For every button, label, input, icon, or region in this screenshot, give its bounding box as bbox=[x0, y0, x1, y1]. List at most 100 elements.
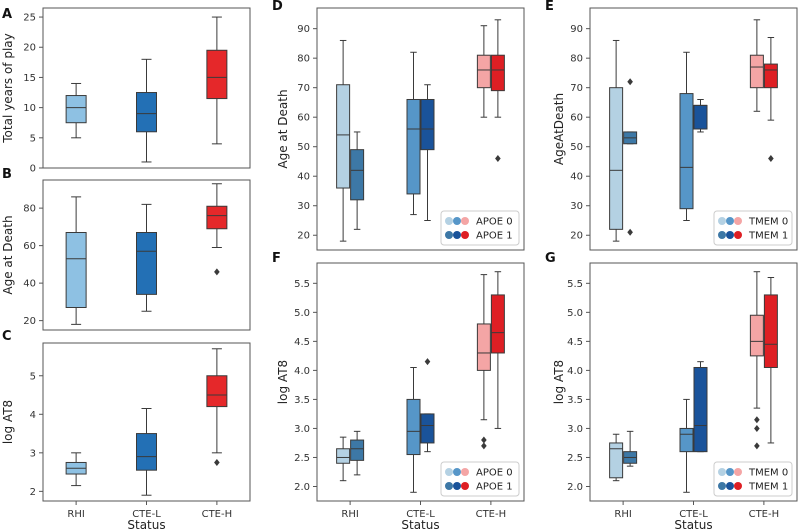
box-rhi-g0 bbox=[336, 436, 351, 482]
y-tick-label: 2.5 bbox=[294, 453, 310, 464]
x-tick-label: CTE-L bbox=[406, 509, 435, 520]
box-iqr bbox=[679, 427, 694, 453]
panel-a: A 0 5 10 15 20 25 Total years of play bbox=[1, 7, 251, 175]
panel-letter: F bbox=[272, 251, 281, 266]
panel-letter: E bbox=[545, 0, 554, 14]
box-cte-h bbox=[206, 183, 228, 276]
box-iqr bbox=[406, 398, 421, 456]
legend-swatch bbox=[445, 468, 453, 476]
box-cte-h-g1 bbox=[490, 19, 505, 163]
panel-c: C 2 3 4 5 log AT8 RHI CTE-L CTE-H Status bbox=[1, 329, 251, 530]
box-iqr bbox=[693, 366, 708, 453]
legend-entry: TMEM 1 bbox=[748, 231, 788, 242]
legend-swatch bbox=[453, 231, 461, 239]
outlier-point bbox=[214, 268, 220, 276]
x-axis-label: Status bbox=[401, 518, 439, 530]
panel-b: B 20 40 60 80 Age at Death bbox=[1, 167, 251, 331]
outlier-point bbox=[627, 78, 633, 86]
box-iqr bbox=[206, 375, 228, 408]
legend-swatch bbox=[445, 231, 453, 239]
y-tick-label: 50 bbox=[297, 142, 310, 153]
y-tick-label: 15 bbox=[23, 73, 36, 84]
panel-g: G 2.0 2.5 3.0 3.5 4.0 4.5 5.0 5.5 log AT8 RHI CTE-L… bbox=[545, 251, 798, 530]
y-tick-label: 80 bbox=[297, 54, 310, 65]
box-rhi-g0 bbox=[609, 433, 624, 482]
y-axis-label: Age at Death bbox=[1, 215, 15, 294]
legend-swatch bbox=[453, 482, 461, 490]
outlier-point bbox=[481, 436, 487, 444]
outlier-point bbox=[754, 442, 760, 450]
outlier-point bbox=[627, 228, 633, 236]
box-cte-l bbox=[136, 203, 157, 312]
panel-letter: C bbox=[2, 329, 12, 344]
y-tick-label: 4.5 bbox=[567, 337, 583, 348]
legend-swatch bbox=[461, 217, 469, 225]
x-tick-label: RHI bbox=[341, 509, 358, 520]
legend-swatch bbox=[445, 217, 453, 225]
panel-letter: B bbox=[2, 167, 12, 182]
outlier-point bbox=[495, 155, 501, 163]
legend-entry: APOE 0 bbox=[476, 217, 513, 228]
box-iqr bbox=[206, 205, 228, 230]
axes-frame bbox=[42, 179, 251, 331]
y-axis-label: AgeAtDeath bbox=[552, 93, 566, 165]
y-tick-label: 3.0 bbox=[567, 424, 583, 435]
x-axis-label: Status bbox=[127, 518, 165, 530]
box-iqr bbox=[336, 84, 351, 189]
legend-swatch bbox=[718, 217, 726, 225]
legend-swatch bbox=[453, 217, 461, 225]
x-tick-label: RHI bbox=[67, 509, 84, 520]
box-rhi-g1 bbox=[350, 430, 365, 476]
legend-swatch bbox=[726, 231, 734, 239]
box-iqr bbox=[136, 232, 157, 295]
box-cte-l-g1 bbox=[693, 98, 708, 133]
y-tick-label: 20 bbox=[297, 231, 310, 242]
legend: APOE 0 APOE 1 bbox=[440, 210, 520, 246]
box-iqr bbox=[749, 54, 764, 89]
x-tick-label: RHI bbox=[614, 509, 631, 520]
box-cte-l bbox=[136, 58, 157, 163]
outlier-point bbox=[768, 155, 774, 163]
legend-swatch bbox=[734, 482, 742, 490]
box-iqr bbox=[406, 98, 421, 195]
y-tick-label: 60 bbox=[23, 241, 36, 252]
y-axis-label: log AT8 bbox=[1, 400, 15, 444]
legend: TMEM 0 TMEM 1 bbox=[713, 461, 793, 497]
y-tick-label: 30 bbox=[297, 201, 310, 212]
box-rhi-g0 bbox=[336, 39, 351, 242]
y-tick-label: 30 bbox=[570, 201, 583, 212]
y-tick-label: 3 bbox=[30, 448, 36, 459]
panel-letter: D bbox=[272, 0, 283, 14]
outlier-point bbox=[214, 458, 220, 466]
y-axis-label: Total years of play bbox=[1, 33, 15, 143]
y-axis-label: log AT8 bbox=[276, 360, 290, 404]
y-tick-label: 4 bbox=[30, 410, 36, 421]
box-iqr bbox=[136, 433, 157, 471]
y-tick-label: 4.0 bbox=[567, 366, 583, 377]
y-tick-label: 20 bbox=[23, 316, 36, 327]
box-iqr bbox=[65, 95, 87, 124]
legend-swatch bbox=[726, 468, 734, 476]
box-cte-l-g1 bbox=[693, 361, 708, 453]
x-axis-label: Status bbox=[674, 518, 712, 530]
x-tick-label: CTE-L bbox=[679, 509, 708, 520]
box-iqr bbox=[609, 442, 624, 479]
legend-swatch bbox=[734, 231, 742, 239]
legend-swatch bbox=[734, 468, 742, 476]
box-iqr bbox=[679, 93, 694, 210]
axes-frame bbox=[589, 7, 798, 251]
y-tick-label: 5.0 bbox=[567, 308, 583, 319]
box-iqr bbox=[693, 104, 708, 130]
legend-swatch bbox=[726, 217, 734, 225]
legend-entry: TMEM 0 bbox=[748, 217, 788, 228]
box-cte-h-g1 bbox=[490, 271, 505, 429]
legend-entry: APOE 0 bbox=[476, 468, 513, 479]
box-cte-l-g1 bbox=[420, 358, 435, 453]
box-cte-l-g0 bbox=[679, 51, 694, 221]
y-tick-label: 2.5 bbox=[567, 453, 583, 464]
outlier-point bbox=[424, 358, 431, 366]
outlier-point bbox=[754, 416, 760, 424]
y-tick-label: 20 bbox=[23, 43, 36, 54]
y-tick-label: 5.5 bbox=[567, 279, 583, 290]
